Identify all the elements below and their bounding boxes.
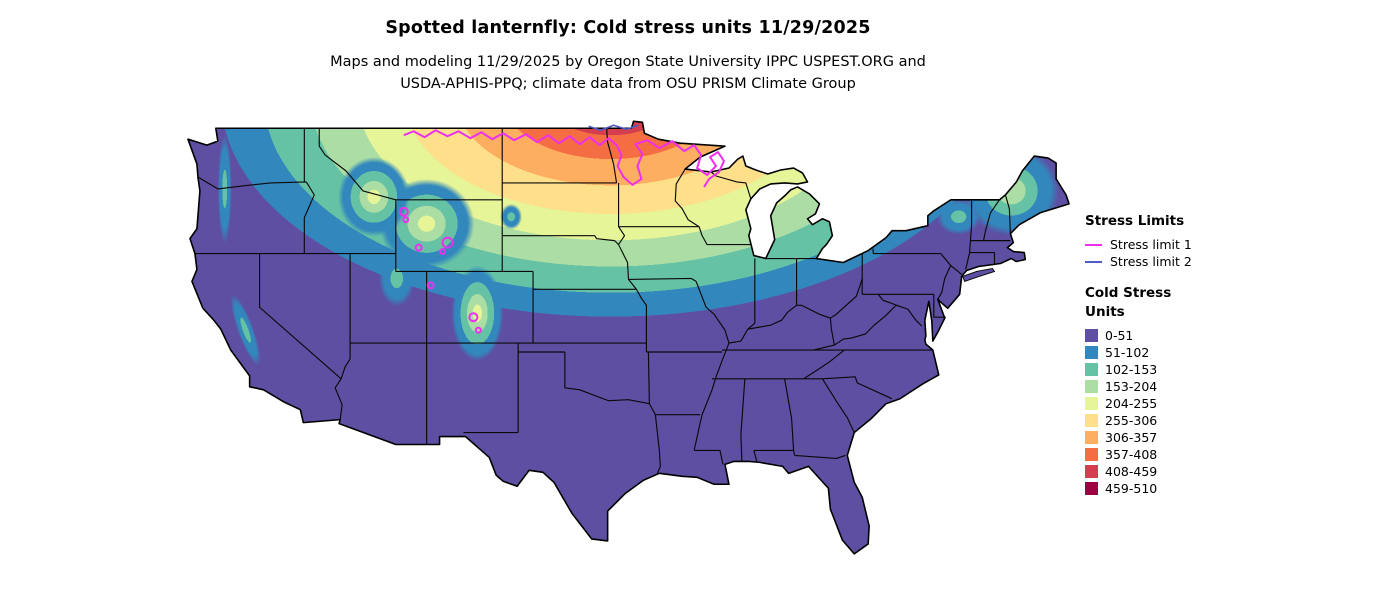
legend-swatch-9 [1085, 482, 1098, 495]
legend-bin-4: 204-255 [1085, 395, 1245, 412]
legend-swatch-1 [1085, 346, 1098, 359]
legend-bin-label-8: 408-459 [1105, 464, 1158, 479]
legend-swatch-4 [1085, 397, 1098, 410]
legend-swatch-7 [1085, 448, 1098, 461]
raster-black-hills [500, 203, 523, 230]
legend-item-stress-limit-2: Stress limit 2 [1085, 253, 1245, 270]
stress-limit-items: Stress limit 1 Stress limit 2 [1085, 236, 1245, 270]
long-island [962, 267, 996, 282]
stress-limit-1-label: Stress limit 1 [1110, 237, 1192, 252]
legend-swatch-8 [1085, 465, 1098, 478]
legend-swatch-2 [1085, 363, 1098, 376]
legend-bin-0: 0-51 [1085, 327, 1245, 344]
page-subtitle: Maps and modeling 11/29/2025 by Oregon S… [0, 51, 1256, 95]
legend-swatch-5 [1085, 414, 1098, 427]
cold-stress-raster [187, 121, 1070, 554]
legend-bin-2: 102-153 [1085, 361, 1245, 378]
stress-limit-2-line [588, 124, 639, 132]
subtitle-line-2: USDA-APHIS-PPQ; climate data from OSU PR… [400, 76, 856, 92]
legend-bin-9: 459-510 [1085, 480, 1245, 497]
legend-bin-label-3: 153-204 [1105, 379, 1158, 394]
cold-stress-bins: 0-51 51-102 102-153 153-204 204-255 255-… [1085, 327, 1245, 497]
stress-limit-1-swatch [1085, 243, 1102, 246]
cold-stress-heading-line-2: Units [1085, 304, 1125, 320]
legend-bin-label-2: 102-153 [1105, 362, 1158, 377]
raster-idaho-mountains [338, 157, 410, 237]
raster-colorado-rockies [451, 265, 504, 361]
legend-bin-6: 306-357 [1085, 429, 1245, 446]
legend-item-stress-limit-1: Stress limit 1 [1085, 236, 1245, 253]
legend-bin-label-7: 357-408 [1105, 447, 1158, 462]
cold-stress-heading-line-1: Cold Stress [1085, 285, 1172, 301]
stress-limits-heading: Stress Limits [1085, 213, 1185, 229]
legend-bin-label-0: 0-51 [1105, 328, 1134, 343]
raster-adirondacks [936, 198, 981, 235]
page-title: Spotted lanternfly: Cold stress units 11… [385, 18, 871, 38]
state-borders [194, 128, 1011, 474]
legend-bin-1: 51-102 [1085, 344, 1245, 361]
legend-bin-label-5: 255-306 [1105, 413, 1158, 428]
header: Spotted lanternfly: Cold stress units 11… [0, 18, 1256, 95]
legend-swatch-6 [1085, 431, 1098, 444]
legend-bin-5: 255-306 [1085, 412, 1245, 429]
legend-bin-label-6: 306-357 [1105, 430, 1158, 445]
subtitle-line-1: Maps and modeling 11/29/2025 by Oregon S… [330, 54, 926, 70]
legend-bin-label-4: 204-255 [1105, 396, 1158, 411]
us-cold-stress-map [183, 116, 1083, 592]
raster-wasatch [378, 250, 415, 307]
legend-bin-label-1: 51-102 [1105, 345, 1150, 360]
legend-bin-label-9: 459-510 [1105, 481, 1158, 496]
legend-bin-7: 357-408 [1085, 446, 1245, 463]
raster-sierra-nevada [230, 294, 261, 366]
legend-swatch-3 [1085, 380, 1098, 393]
us-outline [187, 120, 1070, 555]
legend-swatch-0 [1085, 329, 1098, 342]
legend-bin-3: 153-204 [1085, 378, 1245, 395]
map-svg [187, 120, 1070, 555]
legend: Stress Limits Stress limit 1 Stress limi… [1085, 212, 1245, 497]
cold-stress-units-heading: Cold Stress Units [1085, 284, 1245, 322]
stress-limit-1-line [398, 129, 725, 334]
raster-cascades [217, 134, 232, 244]
legend-bin-8: 408-459 [1085, 463, 1245, 480]
stress-limit-2-label: Stress limit 2 [1110, 254, 1192, 269]
stress-limit-2-swatch [1085, 260, 1102, 263]
